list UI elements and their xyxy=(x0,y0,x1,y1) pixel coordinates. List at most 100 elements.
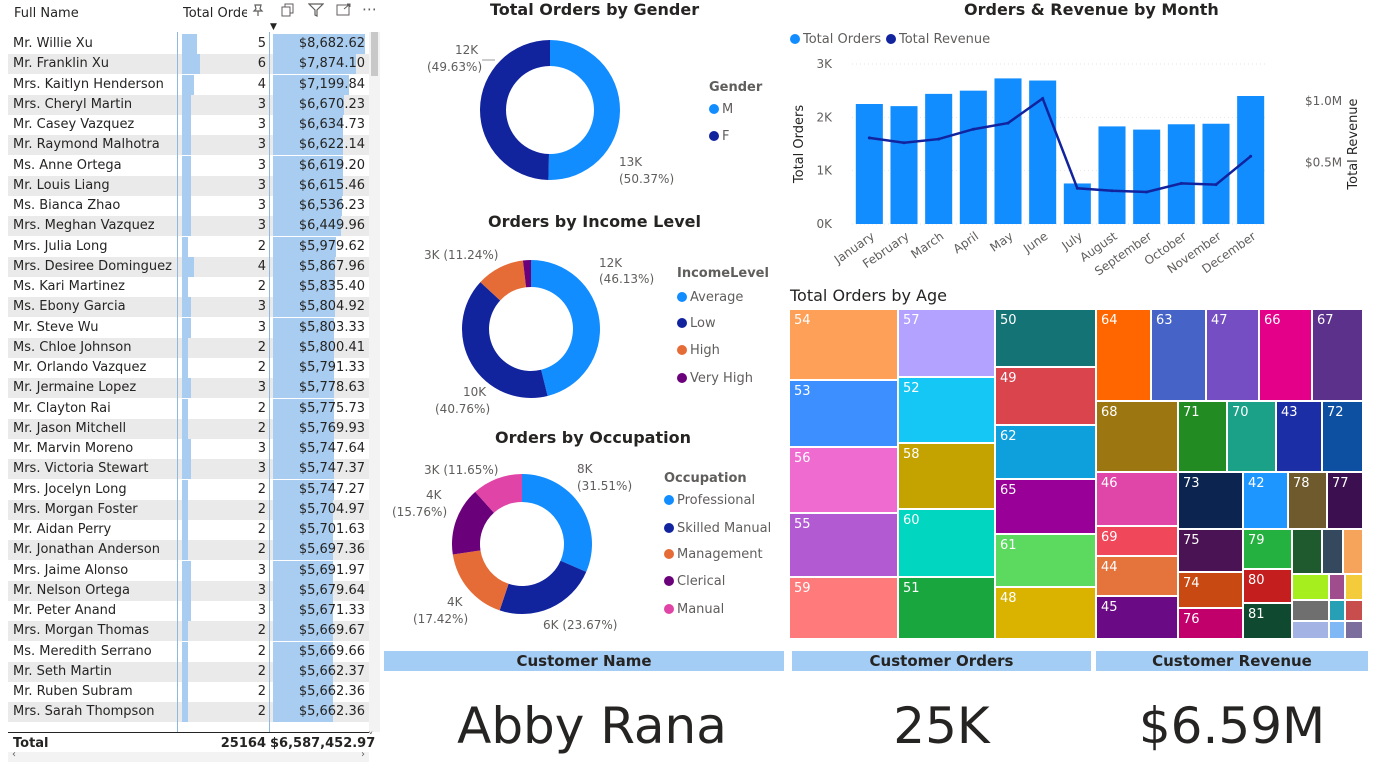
treemap-cell-age-52[interactable]: 52 xyxy=(898,377,995,443)
table-row[interactable]: Mr. Aidan Perry 2 $5,701.63 xyxy=(8,520,369,540)
table-row[interactable]: Mr. Peter Anand 3 $5,671.33 xyxy=(8,601,369,621)
treemap-cell-age-78[interactable]: 78 xyxy=(1288,472,1327,529)
bar-april[interactable] xyxy=(959,90,987,224)
table-row[interactable]: Mr. Orlando Vazquez 2 $5,791.33 xyxy=(8,358,369,378)
treemap-cell-age-66[interactable]: 66 xyxy=(1259,309,1312,401)
revenue-point-february[interactable] xyxy=(902,141,906,145)
scrollbar-thumb[interactable] xyxy=(371,32,378,76)
table-row[interactable]: Mr. Casey Vazquez 3 $6,634.73 xyxy=(8,115,369,135)
treemap-cell[interactable] xyxy=(1322,529,1343,574)
column-header-full-name[interactable]: Full Name xyxy=(14,6,79,21)
bar-september[interactable] xyxy=(1133,129,1161,224)
table-row[interactable]: Mrs. Jaime Alonso 3 $5,691.97 xyxy=(8,560,369,581)
table-row[interactable]: Mr. Clayton Rai 2 $5,775.73 xyxy=(8,398,369,419)
treemap-cell-age-60[interactable]: 60 xyxy=(898,509,995,577)
table-row[interactable]: Mr. Raymond Malhotra 3 $6,622.14 xyxy=(8,135,369,156)
treemap-cell-age-59[interactable]: 59 xyxy=(789,577,898,639)
bar-march[interactable] xyxy=(925,93,953,224)
treemap-cell-age-65[interactable]: 65 xyxy=(995,479,1096,534)
treemap-cell-age-54[interactable]: 54 xyxy=(789,309,898,380)
legend-item-average[interactable]: Average xyxy=(677,290,743,305)
expand-icon[interactable] xyxy=(336,3,352,21)
table-row[interactable]: Mrs. Meghan Vazquez 3 $6,449.96 xyxy=(8,216,369,237)
revenue-point-july[interactable] xyxy=(1075,186,1079,190)
treemap-cell[interactable] xyxy=(1343,529,1363,574)
treemap-cell-age-61[interactable]: 61 xyxy=(995,534,1096,587)
revenue-point-june[interactable] xyxy=(1041,96,1045,100)
bar-june[interactable] xyxy=(1029,80,1057,225)
bar-december[interactable] xyxy=(1237,96,1265,224)
gender-donut[interactable] xyxy=(470,30,630,190)
legend-item-clerical[interactable]: Clerical xyxy=(664,574,725,589)
treemap-cell-age-49[interactable]: 49 xyxy=(995,367,1096,425)
treemap-cell-age-77[interactable]: 77 xyxy=(1327,472,1363,529)
treemap-cell-age-48[interactable]: 48 xyxy=(995,587,1096,639)
scroll-left-icon[interactable]: ‹ xyxy=(12,749,16,760)
scroll-right-icon[interactable]: › xyxy=(361,749,365,760)
legend-item-total-revenue[interactable]: Total Revenue xyxy=(886,32,990,47)
treemap-cell-age-80[interactable]: 80 xyxy=(1243,569,1292,603)
revenue-line[interactable] xyxy=(869,96,1252,194)
bar-may[interactable] xyxy=(994,78,1022,225)
table-row[interactable]: Mr. Jermaine Lopez 3 $5,778.63 xyxy=(8,378,369,399)
treemap-cell[interactable] xyxy=(1345,600,1363,621)
filter-icon[interactable] xyxy=(307,3,325,21)
table-row[interactable]: Ms. Anne Ortega 3 $6,619.20 xyxy=(8,155,369,176)
treemap-cell[interactable] xyxy=(1292,600,1329,621)
treemap-cell-age-67[interactable]: 67 xyxy=(1312,309,1363,401)
revenue-point-december[interactable] xyxy=(1249,154,1253,158)
treemap-cell-age-75[interactable]: 75 xyxy=(1178,529,1243,572)
treemap-cell-age-79[interactable]: 79 xyxy=(1243,529,1292,569)
table-row[interactable]: Mrs. Sarah Thompson 2 $5,662.36 xyxy=(8,702,369,723)
treemap-cell[interactable] xyxy=(1345,621,1363,639)
treemap-cell-age-72[interactable]: 72 xyxy=(1322,401,1363,472)
treemap-cell[interactable] xyxy=(1292,621,1329,639)
table-row[interactable]: Mr. Seth Martin 2 $5,662.37 xyxy=(8,661,369,682)
bar-august[interactable] xyxy=(1098,126,1126,224)
revenue-point-november[interactable] xyxy=(1214,183,1218,187)
treemap-cell-age-47[interactable]: 47 xyxy=(1206,309,1259,401)
treemap-cell-age-50[interactable]: 50 xyxy=(995,309,1096,367)
treemap-cell-age-57[interactable]: 57 xyxy=(898,309,995,377)
bar-july[interactable] xyxy=(1063,183,1091,224)
table-row[interactable]: Ms. Kari Martinez 2 $5,835.40 xyxy=(8,277,369,297)
table-row[interactable]: Mrs. Morgan Thomas 2 $5,669.67 xyxy=(8,621,369,642)
table-row[interactable]: Mr. Marvin Moreno 3 $5,747.64 xyxy=(8,439,369,459)
income-donut[interactable] xyxy=(457,255,605,403)
table-row[interactable]: Mrs. Kaitlyn Henderson 4 $7,199.84 xyxy=(8,74,369,95)
treemap-cell-age-55[interactable]: 55 xyxy=(789,513,898,577)
table-row[interactable]: Mrs. Morgan Foster 2 $5,704.97 xyxy=(8,499,369,520)
donut-slice-professional[interactable] xyxy=(522,474,592,572)
treemap-cell[interactable] xyxy=(1329,600,1345,621)
donut-slice-skilled-manual[interactable] xyxy=(499,560,587,614)
legend-item-management[interactable]: Management xyxy=(664,547,763,562)
legend-item-low[interactable]: Low xyxy=(677,316,716,331)
occupation-donut[interactable] xyxy=(452,474,592,614)
donut-slice-average[interactable] xyxy=(531,260,601,396)
treemap-cell-age-42[interactable]: 42 xyxy=(1243,472,1288,529)
table-row[interactable]: Mrs. Cheryl Martin 3 $6,670.23 xyxy=(8,94,369,115)
bar-november[interactable] xyxy=(1202,123,1230,224)
treemap-cell[interactable] xyxy=(1292,529,1322,574)
treemap-cell-age-69[interactable]: 69 xyxy=(1096,526,1178,556)
donut-slice-clerical[interactable] xyxy=(452,491,494,555)
donut-slice-high[interactable] xyxy=(480,260,527,301)
treemap-cell-age-70[interactable]: 70 xyxy=(1227,401,1276,472)
treemap-cell-age-71[interactable]: 71 xyxy=(1178,401,1227,472)
bar-january[interactable] xyxy=(855,104,883,224)
legend-item-very-high[interactable]: Very High xyxy=(677,371,753,386)
revenue-point-january[interactable] xyxy=(867,136,871,140)
donut-slice-f[interactable] xyxy=(480,40,550,180)
donut-slice-management[interactable] xyxy=(452,550,509,611)
legend-item-professional[interactable]: Professional xyxy=(664,493,755,508)
revenue-point-may[interactable] xyxy=(1006,121,1010,125)
treemap-cell[interactable] xyxy=(1329,621,1345,639)
table-row[interactable]: Ms. Ebony Garcia 3 $5,804.92 xyxy=(8,297,369,318)
donut-slice-low[interactable] xyxy=(462,282,548,398)
legend-item-skilled-manual[interactable]: Skilled Manual xyxy=(664,521,771,536)
treemap-cell-age-46[interactable]: 46 xyxy=(1096,472,1178,526)
treemap-cell-age-74[interactable]: 74 xyxy=(1178,572,1243,608)
table-row[interactable]: Mrs. Julia Long 2 $5,979.62 xyxy=(8,236,369,257)
treemap-cell-age-53[interactable]: 53 xyxy=(789,380,898,447)
donut-slice-very-high[interactable] xyxy=(522,260,531,288)
